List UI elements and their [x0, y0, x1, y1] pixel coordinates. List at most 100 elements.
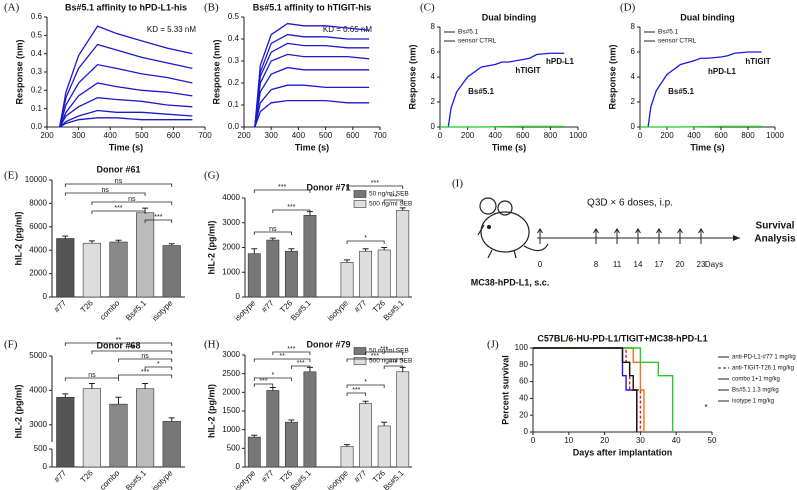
y-tick-label: 0.5	[228, 12, 240, 21]
y-tick-label: 6	[431, 47, 436, 56]
significance-label: *	[364, 379, 367, 386]
significance-label: ***	[389, 194, 397, 201]
day-label: 17	[655, 260, 664, 269]
y-tick-label: 6	[631, 47, 636, 56]
day-label: 14	[634, 260, 643, 269]
model: MC38-hPD-L1, s.c.	[471, 277, 550, 287]
y-tick-label: 40	[519, 394, 528, 403]
significance-bracket	[253, 377, 292, 381]
panel-label: (C)	[420, 2, 435, 14]
significance-bracket	[91, 201, 173, 205]
y-axis-label: hIL-2 (pg/ml)	[206, 384, 216, 438]
x-tick-label: 500	[135, 131, 149, 140]
significance-bracket	[118, 358, 173, 362]
significance-bracket	[346, 240, 385, 244]
x-tick-label: Bs#5.1	[382, 468, 406, 490]
significance-bracket	[91, 210, 146, 214]
y-tick-label: 0.6	[31, 12, 43, 21]
x-tick-label: 1000	[766, 131, 784, 140]
significance-bracket	[91, 350, 173, 354]
chart-title: Donor #68	[96, 340, 140, 350]
bar	[136, 212, 155, 298]
error-bar	[344, 444, 351, 447]
y-tick-label: 0.5	[31, 30, 43, 39]
bar	[109, 241, 128, 298]
significance-label: ***	[141, 369, 149, 376]
x-tick-label: Bs#5.1	[289, 298, 313, 322]
bar	[82, 388, 101, 468]
significance-bracket	[290, 365, 311, 369]
dose-arrow	[635, 228, 641, 244]
chart-title: Dual binding	[680, 12, 735, 22]
survival-curve	[533, 347, 642, 432]
y-tick-label: 0.4	[228, 34, 240, 43]
significance-label: ns	[88, 372, 96, 379]
x-tick-label: 400	[292, 131, 306, 140]
significance-label: ns	[101, 187, 109, 194]
significance-bracket	[253, 358, 311, 362]
significance-bracket	[365, 351, 404, 355]
bar	[247, 253, 261, 298]
x-tick-label: 400	[489, 131, 503, 140]
x-tick-label: isotype	[326, 298, 351, 323]
x-tick-label: Bs#5.1	[124, 298, 148, 322]
significance-label: ***	[352, 387, 360, 394]
series-line	[647, 51, 762, 128]
x-tick-label: #77	[52, 298, 68, 314]
significance-label: *	[271, 372, 274, 379]
significance-bracket	[253, 383, 274, 387]
x-axis-label: Time (s)	[109, 142, 143, 152]
dose-arrow	[537, 228, 543, 244]
significance-label: ns	[141, 353, 149, 360]
bar	[303, 371, 317, 468]
annotation: hTIGIT	[745, 57, 770, 66]
significance-label: **	[116, 337, 122, 344]
series-line	[59, 82, 193, 128]
y-tick-label: 3000	[29, 420, 47, 429]
y-tick-label: 0	[236, 292, 241, 301]
legend-label: Bs#5.1	[658, 29, 679, 36]
y-tick-label: 0.2	[31, 85, 43, 94]
bar	[266, 390, 280, 468]
y-tick-label: 0.0	[228, 122, 240, 131]
series-line	[254, 66, 370, 128]
y-tick-label: 2500	[222, 369, 240, 378]
chart-title: Donor #61	[96, 164, 140, 174]
error-bar	[381, 421, 388, 426]
x-tick-label: isotype	[233, 298, 258, 323]
error-bar	[288, 248, 295, 252]
x-tick-label: 300	[265, 131, 279, 140]
x-tick-label: isotype	[150, 468, 175, 490]
x-tick-label: 800	[544, 131, 558, 140]
mouse-icon	[477, 197, 549, 259]
y-tick-label: 4000	[29, 386, 47, 395]
y-axis-label: hIL-2 (pg/ml)	[13, 385, 23, 439]
bar	[56, 238, 75, 298]
y-tick-label: 4000	[29, 245, 47, 254]
annotation: *	[704, 403, 707, 412]
significance-bracket	[346, 185, 404, 189]
y-tick-label: 3000	[222, 350, 240, 359]
x-tick-label: 0	[438, 131, 443, 140]
legend-label: combo 1+1 mg/kg	[732, 377, 780, 383]
error-bar	[381, 247, 388, 250]
series-line	[254, 42, 370, 128]
panel-label: (H)	[204, 339, 220, 351]
x-tick-label: 1000	[569, 131, 587, 140]
y-tick-label: 8000	[29, 199, 47, 208]
legend-label: sensor CTRL	[658, 38, 697, 45]
annotation: Bs#5.1	[468, 87, 494, 96]
bar	[377, 425, 391, 468]
error-bar	[62, 393, 69, 398]
y-axis-label: Response (nm)	[211, 39, 221, 104]
day-label: 23	[697, 260, 706, 269]
y-tick-label: 20	[519, 410, 528, 419]
series-line	[59, 43, 193, 128]
series-line	[59, 109, 193, 128]
significance-bracket	[272, 351, 311, 355]
bar	[56, 396, 75, 468]
y-tick-label: 0	[524, 427, 529, 436]
panel-label: (B)	[204, 2, 219, 14]
significance-bracket	[64, 192, 146, 196]
